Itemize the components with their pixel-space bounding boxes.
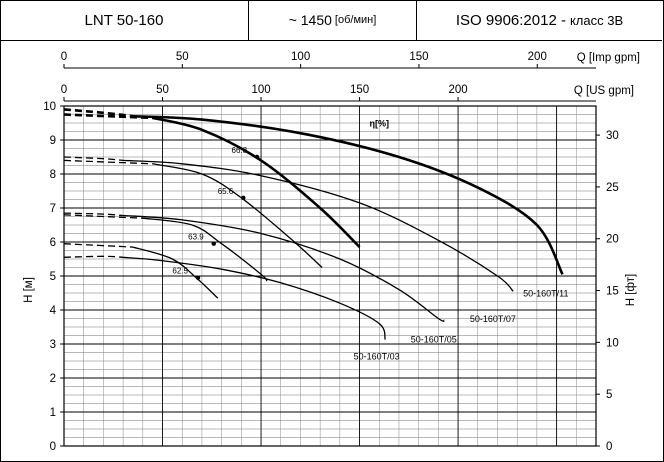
standard-class: класс 3B: [569, 12, 624, 28]
header-standard: ISO 9906:2012 - класс 3B: [417, 0, 662, 40]
x-us-tick-label: 150: [350, 84, 369, 96]
x-imp-axis-label: Q [Imp gpm]: [577, 52, 640, 64]
pump-curve-dashed: [63, 108, 134, 118]
header-bar: LNT 50-160 ~ 1450 [об/мин] ISO 9906:2012…: [0, 0, 662, 41]
efficiency-curve: [142, 217, 268, 282]
y-right-tick-label: 0: [606, 441, 612, 453]
pump-curve-dashed: [63, 156, 124, 162]
efficiency-curve-dashed: [63, 243, 134, 248]
curve-label: 50-160T/07: [470, 314, 516, 324]
y-right-tick-label: 10: [606, 337, 619, 349]
curve-label: 50-160T/03: [354, 351, 400, 361]
efficiency-label: 66.8: [232, 146, 248, 155]
pump-curve-dashed: [63, 255, 124, 258]
y-left-tick-label: 4: [50, 305, 57, 317]
efficiency-point: [195, 275, 201, 280]
y-left-tick-label: 6: [50, 237, 56, 249]
x-imp-tick-label: 0: [61, 51, 67, 63]
y-right-tick-label: 25: [606, 182, 619, 194]
efficiency-label: 63.9: [188, 233, 204, 242]
pump-curve: [123, 159, 514, 292]
x-imp-tick-label: 100: [291, 51, 310, 63]
pump-curve: [123, 214, 445, 322]
x-us-tick-label: 100: [251, 84, 270, 96]
y-right-tick-label: 20: [606, 234, 619, 246]
y-right-axis-label: H [фт]: [625, 274, 637, 306]
pump-curve-dashed: [63, 212, 124, 217]
efficiency-curve: [152, 163, 323, 268]
x-imp-tick-label: 150: [409, 51, 428, 63]
model-name: LNT 50-160: [84, 11, 164, 29]
efficiency-curve: [152, 116, 361, 249]
standard-text: ISO 9906:2012 -: [455, 11, 566, 29]
x-imp-tick-label: 200: [528, 51, 547, 63]
x-us-axis-label: Q [US gpm]: [574, 85, 634, 97]
y-left-axis-label: H [м]: [23, 277, 35, 303]
curve-label: 50-160T/05: [411, 334, 457, 344]
header-speed: ~ 1450 [об/мин]: [249, 0, 417, 40]
efficiency-label: 65.6: [218, 187, 234, 196]
y-left-tick-label: 8: [50, 169, 56, 181]
efficiency-point: [254, 154, 260, 160]
y-left-tick-label: 9: [50, 135, 56, 147]
curve-label: 50-160T/11: [523, 288, 568, 298]
pump-curve: [132, 114, 564, 275]
x-imp-tick-label: 50: [176, 51, 189, 63]
efficiency-curve-dashed: [63, 159, 153, 165]
efficiency-curve: [132, 246, 219, 299]
y-left-tick-label: 5: [50, 271, 56, 283]
y-right-tick-label: 15: [606, 286, 619, 298]
efficiency-point: [211, 241, 216, 246]
speed-value: ~ 1450: [288, 12, 332, 28]
x-us-tick-label: 50: [156, 84, 169, 96]
speed-unit: [об/мин]: [334, 14, 377, 26]
y-left-tick-label: 1: [50, 407, 56, 419]
y-right-tick-label: 5: [606, 389, 612, 401]
header-model: LNT 50-160: [0, 0, 249, 40]
efficiency-label: 62.5: [172, 267, 188, 276]
efficiency-curve-dashed: [63, 214, 143, 219]
y-left-tick-label: 3: [50, 339, 56, 351]
pump-curve: [123, 256, 386, 340]
y-left-tick-label: 2: [50, 373, 56, 385]
x-us-tick-label: 0: [61, 84, 67, 96]
y-left-tick-label: 0: [50, 441, 56, 453]
y-left-tick-label: 7: [50, 203, 56, 215]
efficiency-point: [241, 195, 246, 200]
efficiency-axis-label: η[%]: [370, 118, 390, 128]
x-us-tick-label: 200: [448, 84, 467, 96]
y-left-tick-label: 10: [43, 101, 56, 113]
y-right-tick-label: 30: [606, 130, 619, 142]
